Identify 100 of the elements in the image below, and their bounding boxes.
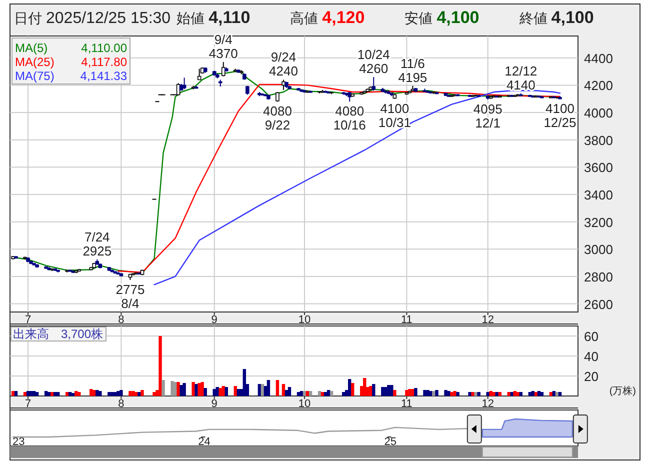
annotation: 9/24 4240 [269, 50, 298, 79]
x-tick-label: 12 [482, 314, 494, 326]
bar [519, 392, 522, 396]
bar [66, 392, 69, 396]
bar [176, 382, 180, 396]
bar [516, 392, 520, 396]
x-tick-label: 10 [298, 314, 311, 326]
data-label: 4,110 [208, 8, 250, 27]
x-tick-label: 23 [12, 436, 25, 448]
bar [495, 392, 498, 396]
bar [218, 388, 222, 396]
bar [423, 390, 426, 396]
text: MA(25) 4,117.80 [15, 55, 127, 69]
bar [405, 390, 408, 396]
bar [348, 379, 352, 396]
bar [56, 392, 60, 396]
y-tick-label: 3000 [584, 242, 613, 258]
bar [108, 392, 111, 396]
x-tick-label: 24 [198, 436, 210, 448]
annotation: 2775 8/4 [116, 282, 145, 311]
bar [152, 392, 156, 396]
bar [128, 391, 132, 396]
bar [182, 383, 186, 396]
y-tick-label: 3400 [584, 187, 613, 202]
bar [222, 386, 225, 396]
bar [26, 391, 30, 396]
bar [450, 392, 454, 396]
bar [300, 391, 304, 396]
data-label: 4,120 [322, 8, 365, 27]
bar [212, 389, 216, 396]
x-tick-label: 25 [384, 436, 396, 448]
bar [510, 392, 514, 396]
bar [11, 391, 15, 396]
bar [140, 390, 144, 396]
annotation: 9/4 4370 [208, 32, 238, 61]
candlestick [197, 68, 202, 80]
bar [534, 392, 538, 396]
bar [363, 378, 366, 396]
x-tick-label: 7 [24, 398, 32, 410]
bar [96, 390, 99, 396]
y-tick-label: 2600 [584, 296, 613, 312]
bar [260, 384, 264, 396]
y-tick-label: 60 [584, 329, 598, 344]
bar [72, 393, 75, 396]
bar [92, 390, 96, 396]
bar [447, 391, 450, 396]
bar [236, 389, 240, 396]
bar [266, 380, 270, 396]
bar [192, 382, 195, 396]
y-tick-label: 4000 [584, 106, 613, 121]
bar [138, 392, 141, 396]
bar [456, 392, 460, 396]
bar [276, 380, 280, 396]
bar [318, 391, 322, 396]
bar [204, 388, 207, 396]
text: MA(5) 4,110.00 [15, 41, 127, 55]
x-tick-label: 9 [211, 314, 218, 326]
bar [29, 391, 33, 396]
bar [540, 392, 544, 396]
bar [194, 384, 198, 396]
bar [381, 387, 384, 396]
bar [444, 390, 448, 396]
bar [537, 391, 541, 396]
x-tick-label: 8 [118, 314, 124, 326]
bar [372, 384, 376, 396]
y-tick-label: 3200 [584, 214, 613, 230]
bar [284, 390, 288, 396]
bar [180, 385, 183, 396]
bar [468, 392, 472, 396]
bar [98, 391, 102, 396]
y-axis-title: (万株) [609, 385, 636, 397]
x-tick-label: 7 [24, 314, 32, 326]
bar [549, 392, 553, 396]
chart-title: 出来高 3,700株 [13, 327, 104, 341]
bar [74, 391, 78, 396]
candlestick [182, 77, 186, 90]
y-tick-label: 4200 [584, 78, 613, 94]
y-tick-label: 20 [584, 369, 598, 384]
bar [68, 392, 72, 396]
category-label: 安値 [404, 10, 433, 26]
annotation: 4095 12/1 [473, 102, 502, 131]
bar [492, 392, 496, 396]
x-tick-label: 11 [400, 314, 412, 326]
bar [474, 392, 478, 396]
bar [330, 391, 334, 396]
x-tick-label: 11 [400, 398, 412, 410]
candlestick [372, 76, 376, 92]
bar [120, 390, 123, 396]
bar [23, 392, 27, 396]
bar [326, 390, 330, 396]
bar [432, 391, 436, 396]
bar [390, 385, 394, 396]
data-label: 2025/12/25 15:30 [46, 10, 171, 27]
bar [14, 391, 18, 396]
bar [158, 336, 162, 396]
bar [44, 391, 48, 396]
bar [50, 392, 54, 396]
bar [306, 391, 310, 396]
bar [162, 380, 165, 396]
y-tick-label: 3600 [584, 160, 613, 176]
